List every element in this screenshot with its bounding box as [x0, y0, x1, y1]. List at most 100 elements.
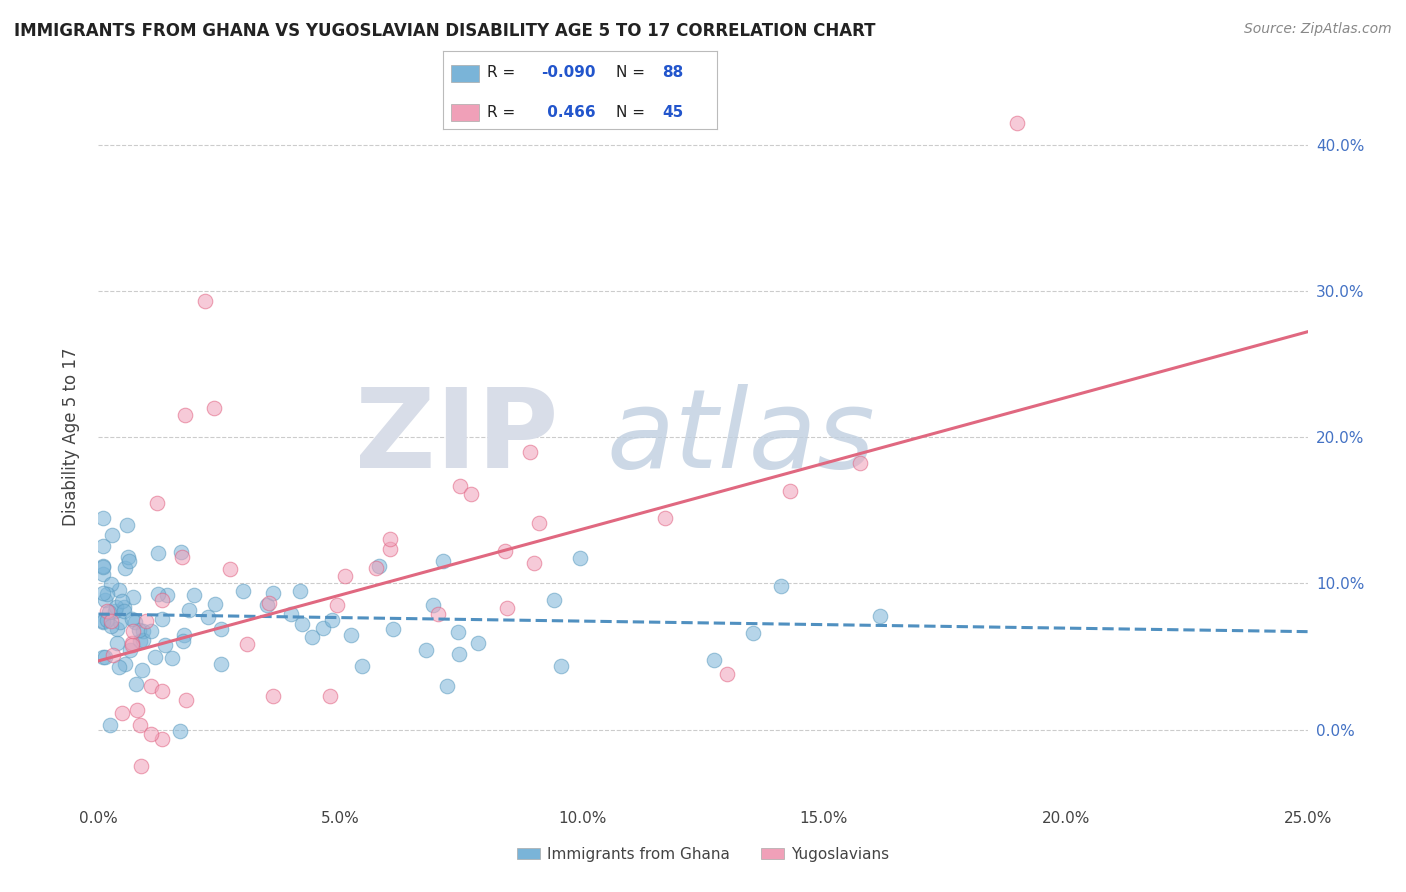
Point — [128, 633, 150, 648]
Point — [523, 556, 546, 570]
Point — [382, 622, 405, 636]
Point — [467, 635, 489, 649]
Point — [291, 617, 314, 632]
Point — [125, 703, 148, 717]
Text: ZIP: ZIP — [354, 384, 558, 491]
Point — [169, 723, 191, 738]
Point — [422, 598, 444, 612]
Point — [232, 584, 254, 599]
Point — [174, 693, 197, 707]
Text: 45: 45 — [662, 104, 683, 120]
Point — [301, 630, 323, 644]
Point — [129, 718, 152, 732]
Point — [848, 456, 870, 470]
Point — [96, 587, 118, 601]
Point — [259, 596, 281, 610]
Text: N =: N = — [616, 65, 650, 80]
Point — [108, 582, 131, 597]
Bar — [451, 65, 478, 82]
Point — [150, 612, 173, 626]
Point — [550, 659, 572, 673]
Point — [105, 636, 128, 650]
Text: 88: 88 — [662, 65, 683, 80]
Point — [494, 544, 516, 558]
Point — [204, 401, 226, 415]
Point — [156, 588, 179, 602]
Point — [146, 496, 169, 510]
Point — [446, 625, 468, 640]
Point — [121, 636, 143, 650]
Text: N =: N = — [616, 104, 650, 120]
Point — [121, 612, 143, 626]
Point — [280, 607, 302, 621]
Point — [111, 706, 134, 720]
Point — [135, 614, 157, 628]
Point — [96, 613, 118, 627]
Point — [150, 732, 173, 747]
Point — [519, 445, 541, 459]
Point — [139, 727, 162, 741]
Point — [312, 621, 335, 635]
Point — [326, 599, 349, 613]
Point — [131, 663, 153, 677]
Point — [100, 614, 122, 628]
Point — [128, 624, 150, 638]
Point — [209, 622, 232, 636]
Point — [742, 626, 765, 640]
Text: 0.466: 0.466 — [541, 104, 595, 120]
Point — [139, 679, 162, 693]
Point — [100, 619, 122, 633]
Text: R =: R = — [486, 104, 520, 120]
Point — [104, 604, 127, 618]
Point — [352, 659, 374, 673]
Point — [527, 516, 550, 530]
Point — [91, 510, 114, 524]
Point — [172, 550, 194, 565]
Point — [96, 604, 118, 618]
Point — [447, 647, 470, 661]
Point — [114, 599, 136, 614]
Point — [218, 562, 240, 576]
Point — [146, 546, 169, 560]
Legend: Immigrants from Ghana, Yugoslavians: Immigrants from Ghana, Yugoslavians — [510, 841, 896, 868]
Bar — [451, 104, 478, 121]
Point — [703, 653, 725, 667]
Point — [112, 604, 135, 618]
Point — [496, 600, 519, 615]
Point — [204, 597, 226, 611]
Point — [150, 683, 173, 698]
Point — [654, 511, 676, 525]
Point — [91, 559, 114, 574]
Point — [432, 554, 454, 568]
Point — [100, 577, 122, 591]
Point — [94, 650, 117, 665]
Point — [183, 588, 205, 602]
Point — [91, 539, 114, 553]
Point — [101, 528, 124, 542]
Point — [118, 554, 141, 568]
Point — [118, 643, 141, 657]
Point — [98, 605, 121, 619]
Y-axis label: Disability Age 5 to 17: Disability Age 5 to 17 — [62, 348, 80, 526]
Point — [543, 592, 565, 607]
Point — [124, 677, 146, 691]
Point — [460, 486, 482, 500]
Text: IMMIGRANTS FROM GHANA VS YUGOSLAVIAN DISABILITY AGE 5 TO 17 CORRELATION CHART: IMMIGRANTS FROM GHANA VS YUGOSLAVIAN DIS… — [14, 22, 876, 40]
Point — [256, 598, 278, 612]
Point — [114, 657, 136, 672]
Point — [121, 590, 143, 604]
Point — [380, 533, 402, 547]
Point — [335, 568, 357, 582]
Point — [124, 615, 146, 630]
Point — [105, 622, 128, 636]
Point — [340, 628, 363, 642]
Text: atlas: atlas — [606, 384, 875, 491]
Point — [115, 518, 138, 533]
Point — [172, 633, 194, 648]
Point — [436, 679, 458, 693]
Point — [770, 579, 793, 593]
Point — [132, 624, 155, 639]
Point — [108, 615, 131, 629]
Point — [262, 689, 284, 703]
Point — [449, 479, 471, 493]
